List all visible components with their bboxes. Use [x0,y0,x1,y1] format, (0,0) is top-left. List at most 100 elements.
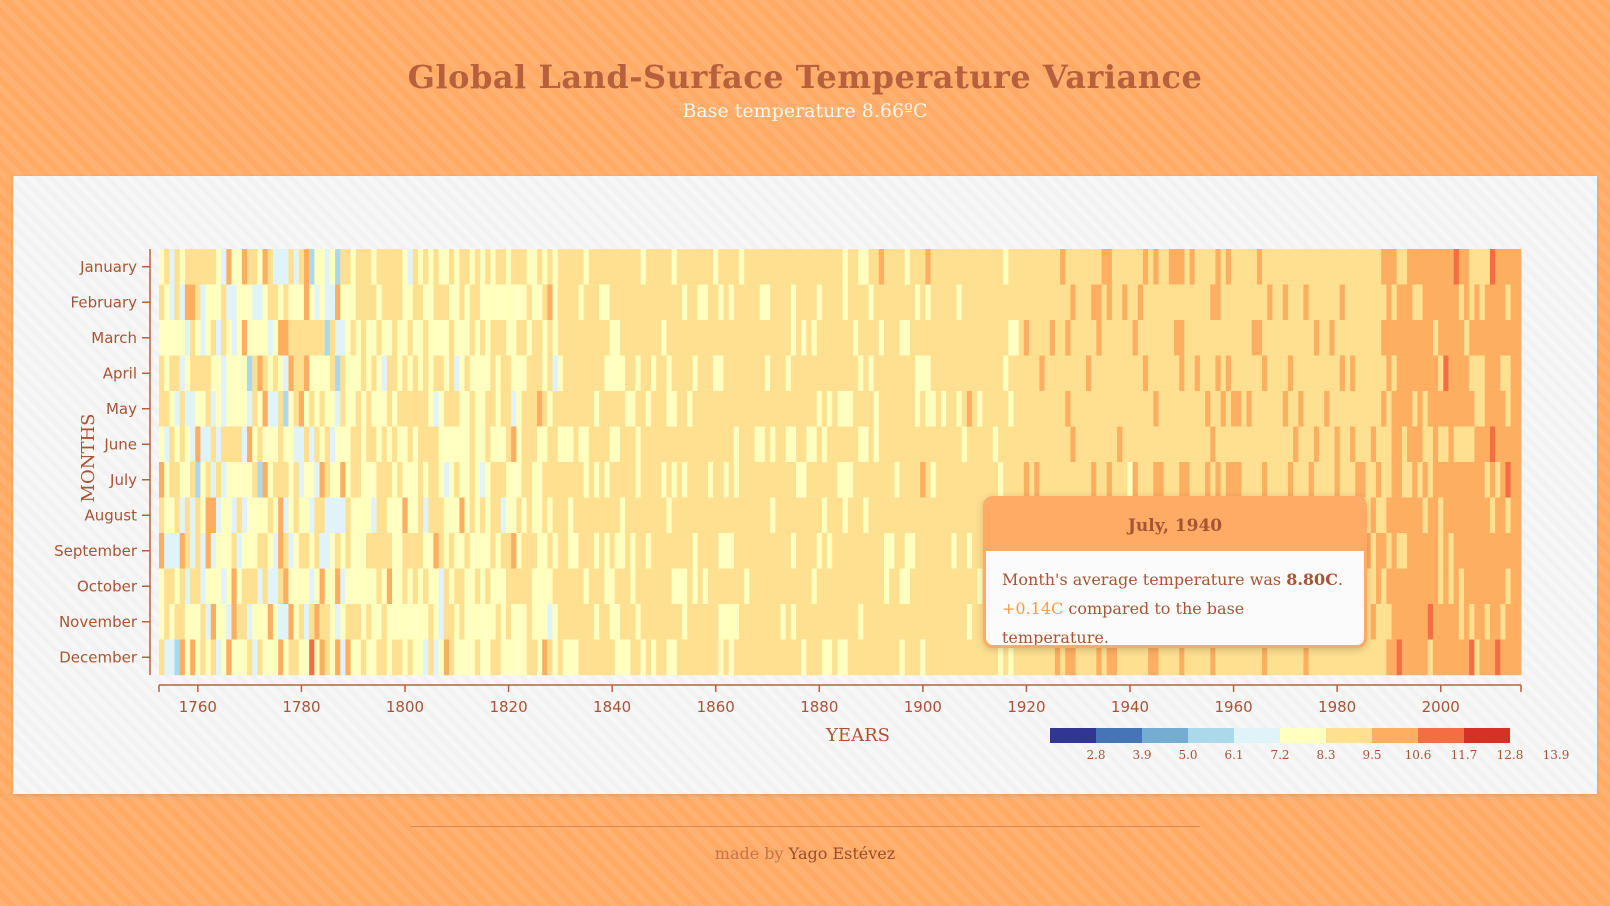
heatmap-cell[interactable] [1117,462,1123,498]
heatmap-cell[interactable] [795,426,802,463]
heatmap-cell[interactable] [801,497,807,534]
heatmap-cell[interactable] [1220,320,1227,356]
heatmap-cell[interactable] [666,568,672,605]
heatmap-cell[interactable] [324,639,331,676]
heatmap-cell[interactable] [454,249,460,285]
heatmap-cell[interactable] [304,533,310,569]
heatmap-cell[interactable] [904,462,911,498]
heatmap-cell[interactable] [739,497,745,534]
heatmap-cell[interactable] [542,284,548,321]
heatmap-cell[interactable] [718,249,724,285]
heatmap-cell[interactable] [1350,320,1356,356]
heatmap-cell[interactable] [1510,604,1517,640]
heatmap-cell[interactable] [1500,639,1506,676]
heatmap-cell[interactable] [1091,426,1097,463]
heatmap-cell[interactable] [1386,533,1392,569]
heatmap-cell[interactable] [656,462,662,498]
heatmap-cell[interactable] [526,320,533,356]
heatmap-cell[interactable] [604,249,610,285]
heatmap-cell[interactable] [1039,355,1045,392]
heatmap-cell[interactable] [469,426,476,463]
heatmap-cell[interactable] [1148,320,1154,356]
heatmap-cell[interactable] [982,284,988,321]
heatmap-cell[interactable] [909,462,916,498]
heatmap-cell[interactable] [868,462,874,498]
heatmap-cell[interactable] [878,391,885,427]
heatmap-cell[interactable] [1422,284,1429,321]
heatmap-cell[interactable] [573,604,579,640]
heatmap-cell[interactable] [770,462,776,498]
heatmap-cell[interactable] [754,284,761,321]
heatmap-cell[interactable] [625,284,631,321]
heatmap-cell[interactable] [438,497,445,534]
heatmap-cell[interactable] [1199,355,1206,392]
heatmap-cell[interactable] [542,355,548,392]
heatmap-cell[interactable] [1054,355,1061,392]
heatmap-cell[interactable] [619,604,626,640]
heatmap-cell[interactable] [676,568,683,605]
heatmap-cell[interactable] [982,391,988,427]
heatmap-cell[interactable] [1236,462,1242,498]
heatmap-cell[interactable] [407,568,414,605]
heatmap-cell[interactable] [588,355,595,392]
heatmap-cell[interactable] [1246,462,1253,498]
heatmap-cell[interactable] [511,568,517,605]
heatmap-cell[interactable] [785,284,792,321]
heatmap-cell[interactable] [977,533,983,569]
heatmap-cell[interactable] [1163,355,1170,392]
heatmap-cell[interactable] [935,533,942,569]
heatmap-cell[interactable] [889,604,895,640]
heatmap-cell[interactable] [319,568,326,605]
heatmap-cell[interactable] [464,391,471,427]
heatmap-cell[interactable] [1163,426,1170,463]
heatmap-cell[interactable] [713,639,719,676]
heatmap-cell[interactable] [1339,462,1346,498]
heatmap-cell[interactable] [972,249,978,285]
heatmap-cell[interactable] [1329,320,1335,356]
heatmap-cell[interactable] [159,462,165,498]
heatmap-cell[interactable] [915,462,921,498]
heatmap-cell[interactable] [1386,639,1392,676]
heatmap-cell[interactable] [392,533,398,569]
heatmap-cell[interactable] [930,284,937,321]
heatmap-cell[interactable] [723,320,729,356]
heatmap-cell[interactable] [1189,320,1196,356]
heatmap-cell[interactable] [174,604,181,640]
heatmap-cell[interactable] [516,533,522,569]
heatmap-cell[interactable] [562,568,569,605]
heatmap-cell[interactable] [526,568,533,605]
heatmap-cell[interactable] [801,462,807,498]
heatmap-cell[interactable] [1225,355,1232,392]
heatmap-cell[interactable] [1267,284,1273,321]
heatmap-cell[interactable] [262,249,269,285]
heatmap-cell[interactable] [267,462,274,498]
heatmap-cell[interactable] [288,639,294,676]
heatmap-cell[interactable] [1122,320,1128,356]
heatmap-cell[interactable] [770,497,776,534]
heatmap-cell[interactable] [992,639,999,676]
heatmap-cell[interactable] [889,497,895,534]
heatmap-cell[interactable] [837,284,843,321]
heatmap-cell[interactable] [568,497,574,534]
heatmap-cell[interactable] [1189,355,1196,392]
heatmap-cell[interactable] [454,284,460,321]
heatmap-cell[interactable] [1308,320,1315,356]
heatmap-cell[interactable] [1432,568,1439,605]
heatmap-cell[interactable] [355,355,362,392]
heatmap-cell[interactable] [1505,462,1511,498]
heatmap-cell[interactable] [821,604,828,640]
heatmap-cell[interactable] [640,639,647,676]
heatmap-cell[interactable] [961,391,968,427]
heatmap-cell[interactable] [1365,391,1372,427]
heatmap-cell[interactable] [951,533,957,569]
heatmap-cell[interactable] [1427,568,1434,605]
heatmap-cell[interactable] [1360,249,1366,285]
heatmap-cell[interactable] [1153,320,1159,356]
heatmap-cell[interactable] [278,391,284,427]
heatmap-cell[interactable] [1412,568,1418,605]
heatmap-cell[interactable] [925,533,931,569]
heatmap-cell[interactable] [1256,355,1263,392]
heatmap-cell[interactable] [1515,426,1522,463]
heatmap-cell[interactable] [386,391,393,427]
heatmap-cell[interactable] [1101,249,1107,285]
